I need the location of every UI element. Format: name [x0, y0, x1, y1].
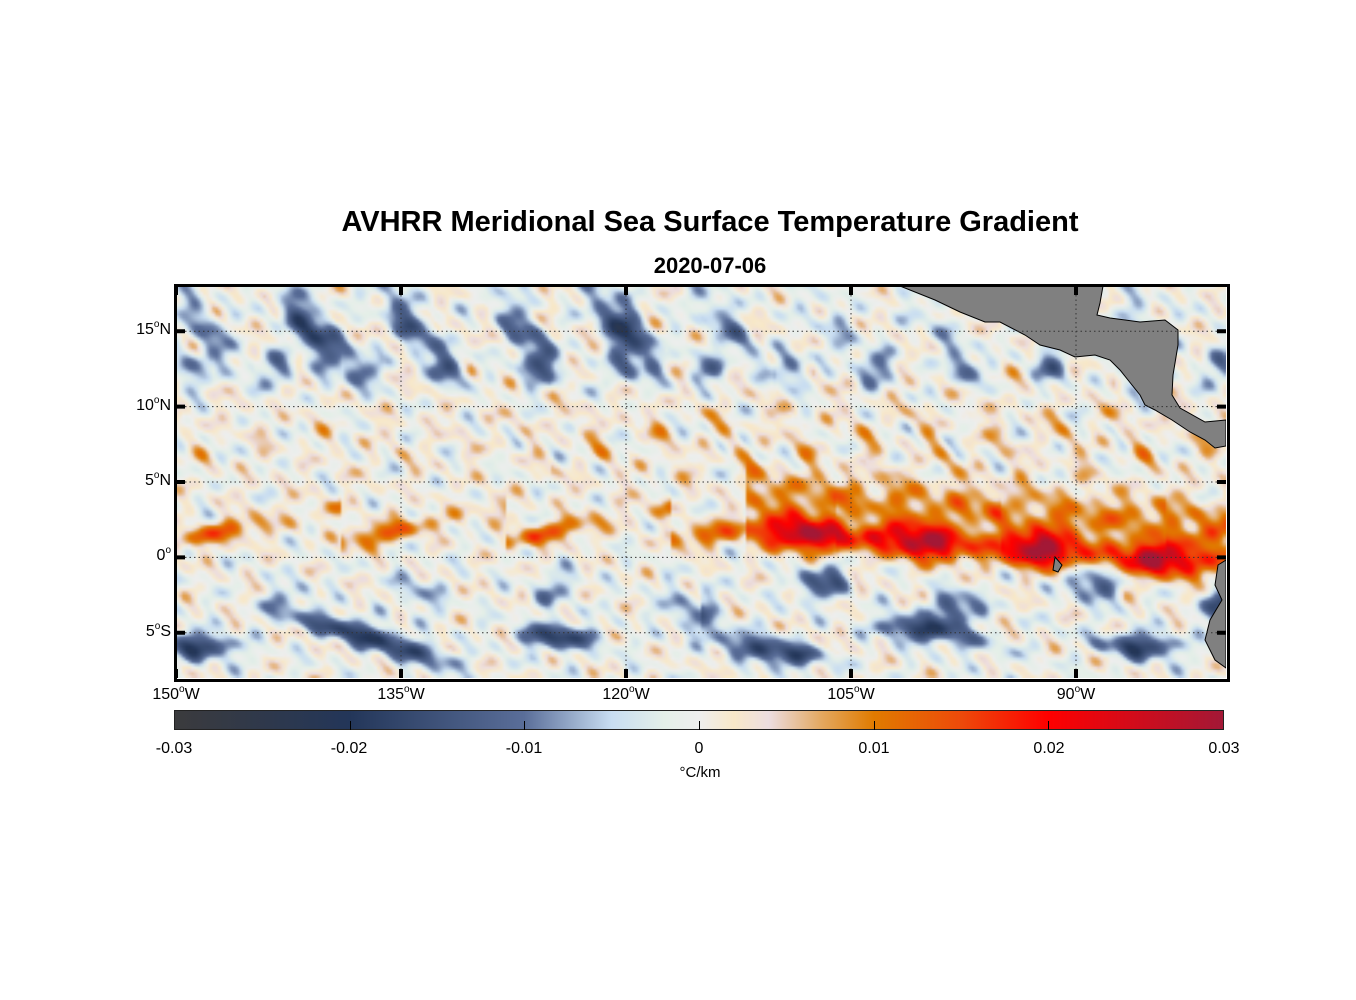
colorbar-tick	[524, 721, 526, 730]
chart-subtitle: 2020-07-06	[653, 253, 767, 278]
land-galapagos	[1052, 555, 1063, 573]
sst-gradient-field	[176, 286, 1226, 678]
map-plot-area	[176, 286, 1226, 678]
colorbar-tick-label: 0	[694, 740, 704, 757]
y-tick-label: 0o	[156, 545, 171, 565]
colorbar	[174, 710, 1224, 730]
colorbar-tick	[699, 721, 700, 730]
map-overlay	[176, 286, 1226, 678]
colorbar-tick	[349, 721, 351, 730]
colorbar-tick	[873, 721, 875, 730]
colorbar-tick-label: -0.03	[155, 740, 193, 757]
y-tick-label: 15oN	[136, 319, 171, 339]
x-tick-label: 120oW	[602, 684, 650, 703]
chart-title: AVHRR Meridional Sea Surface Temperature…	[341, 206, 1079, 238]
land-central-america	[899, 286, 1226, 449]
x-tick-label: 150oW	[152, 684, 200, 703]
colorbar-tick	[1048, 721, 1050, 730]
colorbar-tick-label: -0.02	[330, 740, 368, 757]
y-tick-label: 5oN	[144, 470, 171, 489]
y-tick-label: 10oN	[136, 394, 171, 414]
colorbar-tick-label: 0.02	[1033, 740, 1065, 757]
colorbar-tick-label: -0.01	[505, 740, 543, 757]
x-tick-label: 105oW	[827, 684, 875, 703]
colorbar-unit: °C/km	[679, 764, 721, 781]
x-tick-label: 90oW	[1056, 684, 1096, 703]
x-tick-label: 135oW	[377, 684, 425, 703]
y-tick-label: 5oS	[145, 620, 171, 640]
colorbar-tick-label: 0.03	[1208, 740, 1240, 757]
land-south-america	[1204, 559, 1226, 669]
colorbar-tick-label: 0.01	[858, 740, 890, 757]
